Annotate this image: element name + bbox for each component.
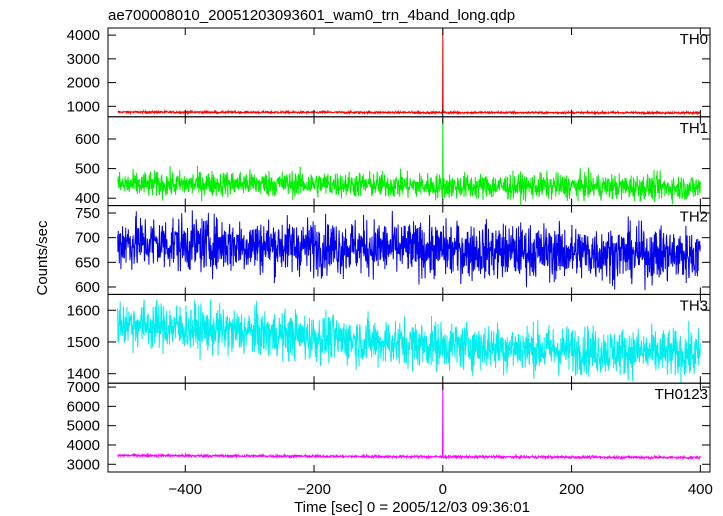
chart-title: ae700008010_20051203093601_wam0_trn_4ban… <box>108 7 515 24</box>
panel-frame <box>107 27 711 118</box>
panel-label: TH2 <box>680 209 708 226</box>
x-tick-label: 200 <box>559 481 584 498</box>
panel-label: TH0 <box>680 31 708 48</box>
series-line-th1 <box>117 118 701 206</box>
y-tick-label: 3000 <box>67 456 100 473</box>
panel-label: TH1 <box>680 120 708 137</box>
y-tick-label: 6000 <box>67 398 100 415</box>
x-tick-label: −200 <box>297 481 331 498</box>
y-tick-label: 500 <box>75 161 100 178</box>
series-line-th3 <box>117 299 701 384</box>
y-tick-label: 650 <box>75 254 100 271</box>
panel-th3: 1400 1500 1600 TH3 <box>67 293 711 384</box>
series-line-th0123 <box>117 384 701 461</box>
y-tick-label: 1600 <box>67 302 100 319</box>
y-tick-label: 4000 <box>67 437 100 454</box>
panel-label: TH0123 <box>655 386 708 403</box>
y-tick-label: 4000 <box>67 27 100 44</box>
y-tick-label: 600 <box>75 279 100 296</box>
x-axis-title: Time [sec] 0 = 2005/12/03 09:36:01 <box>294 499 530 516</box>
y-axis-title: Counts/sec <box>34 220 51 296</box>
y-tick-label: 1400 <box>67 366 100 383</box>
x-tick-label: 0 <box>439 481 447 498</box>
y-tick-label: 3000 <box>67 51 100 68</box>
y-tick-label: 1000 <box>67 98 100 115</box>
y-tick-label: 600 <box>75 131 100 148</box>
series-line-th0 <box>117 28 701 116</box>
y-tick-label: 400 <box>75 190 100 207</box>
panel-frame <box>107 382 711 473</box>
panel-th0: 1000 2000 3000 4000 TH0 <box>67 27 711 118</box>
panel-th2: 600 650 700 750 TH2 <box>75 205 711 296</box>
y-tick-label: 7000 <box>67 379 100 396</box>
y-tick-label: 5000 <box>67 418 100 435</box>
y-tick-label: 700 <box>75 230 100 247</box>
y-tick-label: 2000 <box>67 75 100 92</box>
panel-label: TH3 <box>680 297 708 314</box>
y-tick-label: 750 <box>75 205 100 222</box>
panel-th1: 400 500 600 TH1 <box>75 116 711 207</box>
x-tick-label: −400 <box>168 481 202 498</box>
x-tick-label: 400 <box>688 481 713 498</box>
panel-th0123: 3000 4000 5000 6000 7000 TH0123 <box>67 379 711 473</box>
series-line-th2 <box>117 210 701 291</box>
y-tick-label: 1500 <box>67 334 100 351</box>
